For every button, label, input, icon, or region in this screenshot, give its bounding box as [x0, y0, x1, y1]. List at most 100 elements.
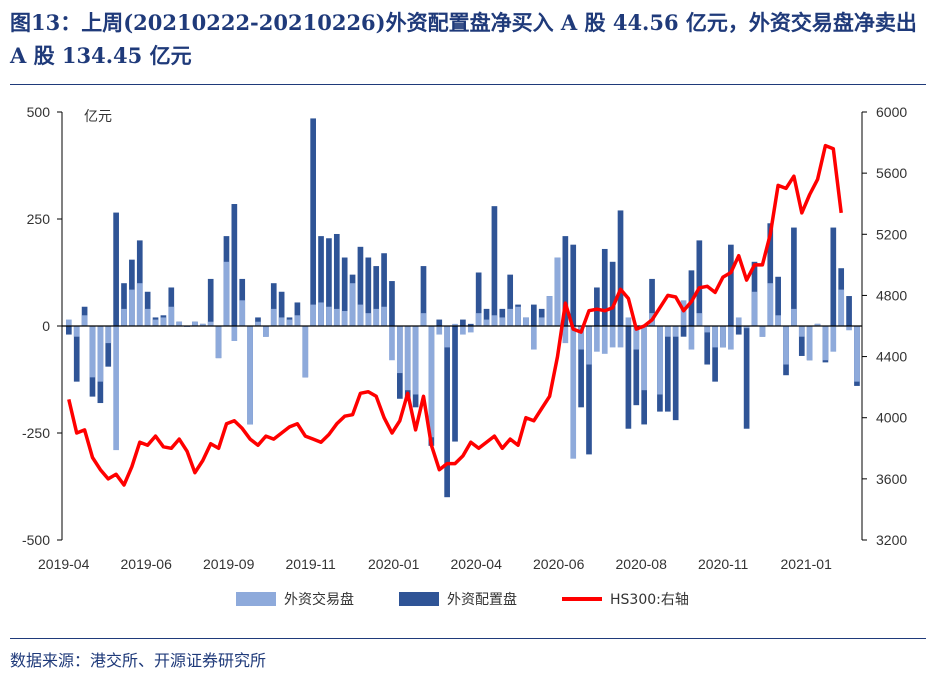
right-tick-label: 4400	[876, 349, 907, 365]
legend-label-hs300: HS300:右轴	[610, 592, 689, 608]
trading-bar	[586, 326, 592, 365]
allocation-bar	[507, 274, 514, 326]
title-divider	[10, 84, 926, 85]
trading-bar	[81, 315, 88, 326]
trading-bar	[854, 326, 860, 382]
allocation-bar	[73, 326, 80, 382]
allocation-bar	[121, 283, 127, 326]
allocation-bar	[326, 238, 332, 326]
trading-bar	[751, 291, 758, 326]
trading-bar	[168, 306, 175, 326]
allocation-bar	[66, 326, 72, 335]
allocation-bar	[664, 326, 671, 412]
trading-bar	[436, 326, 443, 335]
legend: 外资交易盘 外资配置盘 HS300:右轴	[236, 591, 689, 608]
trading-bar	[389, 326, 395, 361]
trading-bar	[263, 326, 269, 337]
left-tick-label: -250	[22, 425, 50, 441]
allocation-bar	[775, 276, 781, 326]
x-tick-label: 2020-08	[616, 556, 668, 572]
allocation-bar	[617, 210, 624, 326]
trading-bar	[798, 326, 805, 337]
trading-bar	[270, 308, 277, 326]
trading-bar	[176, 321, 183, 326]
allocation-bar	[381, 253, 387, 326]
legend-label-trading: 外资交易盘	[284, 591, 354, 608]
trading-bar	[822, 326, 829, 361]
x-tick-label: 2020-01	[368, 556, 420, 572]
trading-bar	[192, 321, 198, 326]
allocation-bar	[601, 248, 608, 326]
trading-bar	[255, 321, 261, 326]
trading-bar	[680, 300, 687, 326]
footer-divider	[10, 638, 926, 639]
trading-bar	[452, 323, 458, 326]
trading-bar	[294, 315, 301, 326]
legend-swatch-trading	[236, 592, 276, 606]
trading-bar	[373, 308, 380, 326]
trading-bar	[310, 304, 316, 326]
allocation-bar	[105, 326, 112, 367]
source-note: 数据来源：港交所、开源证券研究所	[10, 651, 267, 670]
trading-bar	[105, 326, 112, 344]
right-tick-label: 5600	[876, 165, 907, 181]
allocation-bar	[633, 326, 640, 406]
trading-bar	[530, 326, 537, 350]
trading-bar	[460, 326, 466, 335]
allocation-bar	[207, 278, 214, 326]
trading-bar	[444, 326, 450, 348]
allocation-bar	[357, 246, 364, 326]
allocation-bar	[420, 266, 427, 326]
allocation-bar	[625, 326, 632, 429]
trading-bar	[720, 326, 726, 348]
allocation-bar	[270, 283, 277, 326]
x-tick-label: 2020-11	[698, 556, 749, 572]
allocation-bar	[743, 326, 750, 429]
left-tick-label: 0	[42, 318, 50, 334]
trading-bar	[404, 326, 411, 391]
trading-bar	[397, 326, 403, 374]
trading-bar	[814, 323, 821, 326]
allocation-bar	[735, 326, 742, 335]
trading-bar	[136, 283, 143, 326]
allocation-bar	[113, 212, 119, 326]
allocation-bar	[728, 244, 734, 326]
trading-bar	[696, 313, 703, 326]
allocation-bar	[672, 326, 679, 421]
trading-bar	[838, 289, 845, 326]
trading-bar	[775, 315, 781, 326]
allocation-bar	[444, 326, 450, 498]
trading-bar	[728, 326, 734, 350]
allocation-bar	[649, 278, 655, 326]
trading-bar	[73, 326, 80, 337]
trading-bar	[664, 326, 671, 337]
trading-bar	[562, 326, 569, 344]
allocation-bar	[791, 227, 797, 326]
allocation-bar	[696, 240, 703, 326]
right-tick-label: 3600	[876, 471, 907, 487]
trading-bar	[207, 321, 214, 326]
trading-bar	[767, 283, 774, 326]
x-tick-label: 2019-04	[38, 556, 90, 572]
trading-bar	[239, 300, 246, 326]
allocation-bar	[467, 323, 474, 326]
trading-bar	[89, 326, 96, 378]
allocation-bar	[475, 272, 482, 326]
right-tick-label: 5200	[876, 226, 907, 242]
allocation-bar	[578, 326, 584, 408]
allocation-bar	[294, 302, 301, 326]
allocation-bar	[767, 223, 774, 326]
trading-bar	[538, 317, 545, 326]
trading-bar	[66, 319, 72, 326]
trading-bar	[199, 323, 206, 326]
bar-series	[66, 118, 860, 498]
allocation-bar	[333, 233, 340, 326]
trading-bar	[830, 326, 837, 352]
trading-bar	[121, 308, 127, 326]
hs300-line	[67, 143, 843, 487]
trading-bar	[152, 319, 159, 326]
trading-bar	[570, 326, 577, 459]
allocation-bar	[562, 236, 569, 326]
trading-bar	[231, 326, 238, 341]
